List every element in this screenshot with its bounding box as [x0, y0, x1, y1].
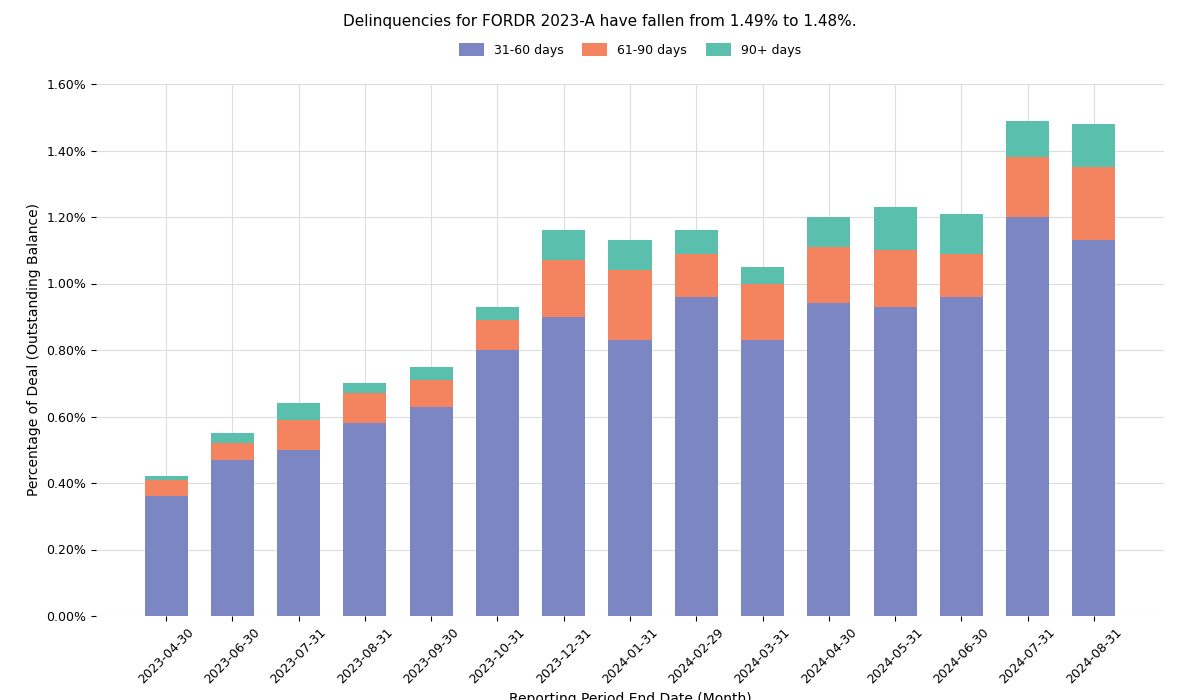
Bar	[409, 407, 452, 616]
Bar	[1006, 157, 1049, 217]
Bar	[874, 207, 917, 250]
Bar	[940, 214, 983, 253]
Legend: 31-60 days, 61-90 days, 90+ days: 31-60 days, 61-90 days, 90+ days	[452, 37, 808, 63]
Bar	[674, 230, 718, 253]
Bar	[742, 267, 784, 284]
Bar	[409, 367, 452, 380]
Y-axis label: Percentage of Deal (Outstanding Balance): Percentage of Deal (Outstanding Balance)	[26, 204, 41, 496]
Bar	[542, 230, 586, 260]
Bar	[476, 320, 518, 350]
Bar	[1073, 240, 1116, 616]
Bar	[808, 217, 851, 247]
Bar	[144, 496, 187, 616]
Bar	[211, 433, 254, 443]
Bar	[277, 450, 320, 616]
Bar	[742, 284, 784, 340]
Bar	[1006, 217, 1049, 616]
Bar	[1006, 120, 1049, 158]
Bar	[144, 476, 187, 480]
Bar	[608, 340, 652, 616]
Bar	[874, 251, 917, 307]
Bar	[808, 304, 851, 616]
Bar	[674, 253, 718, 297]
Bar	[542, 260, 586, 316]
Bar	[874, 307, 917, 616]
Bar	[1073, 124, 1116, 167]
Bar	[343, 384, 386, 393]
Bar	[409, 380, 452, 407]
X-axis label: Reporting Period End Date (Month): Reporting Period End Date (Month)	[509, 692, 751, 700]
Bar	[608, 240, 652, 270]
Bar	[742, 340, 784, 616]
Bar	[277, 420, 320, 450]
Bar	[144, 480, 187, 496]
Bar	[608, 270, 652, 340]
Text: Delinquencies for FORDR 2023-A have fallen from 1.49% to 1.48%.: Delinquencies for FORDR 2023-A have fall…	[343, 14, 857, 29]
Bar	[674, 297, 718, 616]
Bar	[940, 297, 983, 616]
Bar	[940, 253, 983, 297]
Bar	[211, 460, 254, 616]
Bar	[211, 443, 254, 460]
Bar	[343, 423, 386, 616]
Bar	[476, 307, 518, 320]
Bar	[343, 393, 386, 423]
Bar	[542, 316, 586, 616]
Bar	[1073, 167, 1116, 240]
Bar	[277, 403, 320, 420]
Bar	[808, 247, 851, 304]
Bar	[476, 350, 518, 616]
